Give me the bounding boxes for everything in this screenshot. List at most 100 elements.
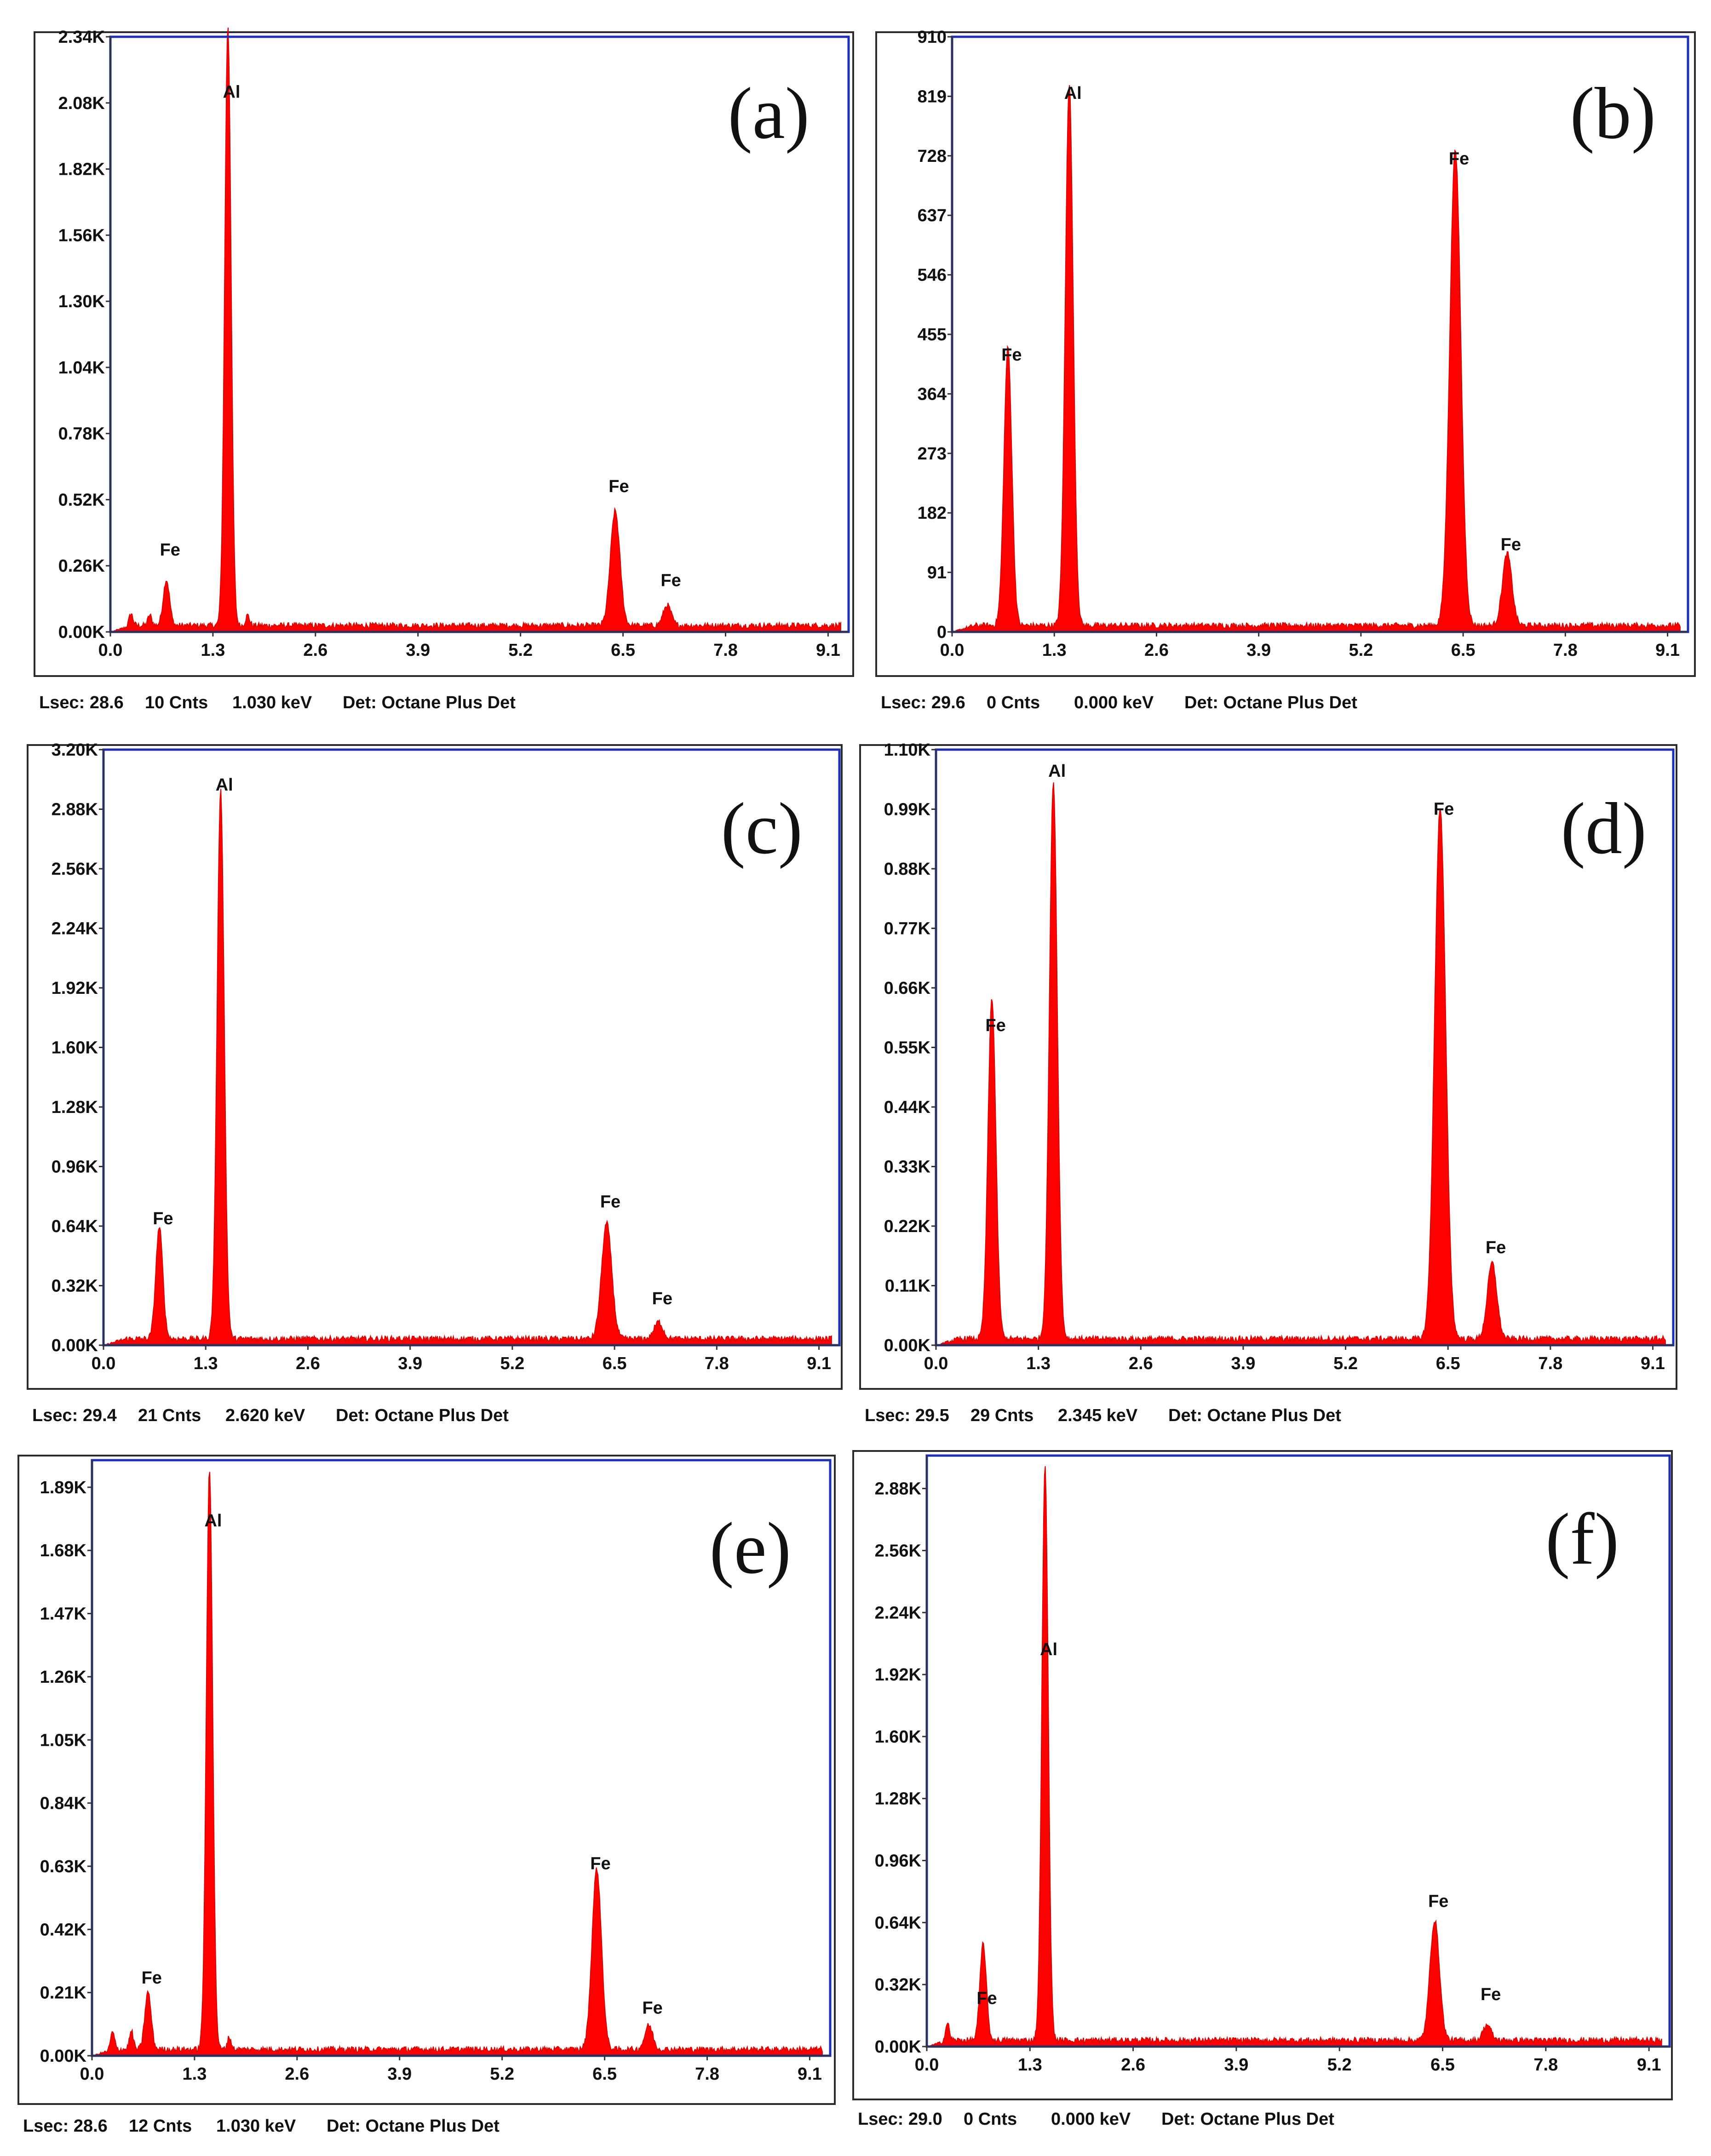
y-tick-label: 0.11K [885,1277,931,1296]
x-tick-label: 5.2 [1349,641,1373,660]
y-tick-label: 364 [918,384,947,404]
y-tick-label: 0.66K [884,979,931,998]
y-tick-label: 0.00K [884,1336,931,1355]
panel-label: (f) [1545,1498,1619,1580]
y-tick-label: 0.96K [875,1852,922,1871]
x-tick-label: 5.2 [490,2064,514,2084]
y-tick-label: 0.32K [875,1975,922,1995]
y-tick-label: 0.78K [58,424,105,444]
x-tick-label: 3.9 [387,2064,412,2084]
spectrum-area [95,1472,823,2056]
footer-kev: 0.000 keV [1074,693,1154,712]
x-tick-label: 1.3 [201,641,225,660]
y-tick-label: 1.05K [40,1731,87,1750]
peak-label-al: Al [1040,1640,1057,1659]
y-tick-label: 0.99K [884,800,931,820]
peak-label-fe: Fe [609,477,629,496]
x-tick-label: 0.0 [940,641,965,660]
eds-panel-e: 0.00K 0.21K 0.42K 0.63K 0.84K 1.05K 1.26K 1.47K… [17,1455,836,2136]
y-tick-label: 1.10K [884,740,931,760]
eds-panel-d: 0.00K 0.11K 0.22K 0.33K 0.44K 0.55K 0.66K 0.77K… [859,740,1677,1425]
y-tick-label: 0.42K [40,1920,87,1939]
y-tick-label: 1.92K [875,1665,922,1685]
y-tick-label: 0.32K [52,1277,98,1296]
x-tick-label: 6.5 [1430,2055,1455,2075]
footer-counts: 10 Cnts [145,693,208,712]
peak-label-al: Al [1064,84,1082,103]
panel-label: (a) [728,72,810,154]
eds-panel-b: 0 91 182 273 364 455 546 637 728 819 910 0.0 1.3 2.6 3… [875,28,1696,712]
peak-label-fe: Fe [660,571,681,590]
y-tick-label: 182 [918,504,947,523]
y-tick-label: 1.26K [40,1668,87,1687]
x-tick-label: 7.8 [705,1354,729,1373]
peak-label-fe: Fe [1486,1238,1506,1257]
x-tick-label: 9.1 [1641,1354,1665,1373]
x-tick-label: 0.0 [915,2055,939,2075]
y-tick-label: 819 [918,87,947,106]
x-tick-label: 6.5 [1451,641,1476,660]
y-tick-label: 2.88K [52,800,98,820]
footer-counts: 12 Cnts [129,2116,192,2136]
x-tick-label: 2.6 [296,1354,320,1373]
peak-label-fe: Fe [153,1209,173,1228]
x-tick-label: 1.3 [183,2064,207,2084]
x-tick-label: 3.9 [398,1354,422,1373]
panel-label: (e) [709,1507,791,1589]
peak-label-fe: Fe [642,1998,662,2018]
y-tick-label: 1.92K [52,979,98,998]
peak-label-al: Al [1048,762,1066,781]
y-tick-label: 0.44K [884,1098,931,1117]
peak-label-fe: Fe [652,1289,672,1308]
peak-label-fe: Fe [160,540,180,560]
y-tick-label: 728 [918,147,947,166]
y-tick-label: 910 [918,28,947,47]
y-tick-label: 0.96K [52,1158,98,1177]
footer-detector: Det: Octane Plus Det [327,2116,500,2136]
footer-lsec: Lsec: 29.5 [865,1406,949,1425]
y-tick-label: 0.55K [884,1038,931,1058]
x-tick-label: 3.9 [406,641,430,660]
footer-detector: Det: Octane Plus Det [336,1406,509,1425]
x-tick-label: 0.0 [924,1354,948,1373]
y-tick-label: 273 [918,444,947,464]
x-tick-label: 5.2 [500,1354,524,1373]
panel-label: (d) [1561,787,1647,869]
footer-lsec: Lsec: 29.4 [32,1406,117,1425]
spectrum-area [955,85,1681,632]
y-tick-label: 2.08K [58,94,105,113]
y-tick-label: 0.26K [58,556,105,576]
y-tick-label: 0.22K [884,1217,931,1236]
y-tick-label: 1.56K [58,226,105,245]
footer-lsec: Lsec: 28.6 [39,693,124,712]
x-tick-label: 7.8 [1533,2055,1558,2075]
y-tick-label: 0.88K [884,860,931,879]
x-tick-label: 1.3 [1026,1354,1051,1373]
x-tick-label: 9.1 [807,1354,831,1373]
y-tick-label: 0.64K [875,1913,922,1932]
footer-counts: 0 Cnts [987,693,1040,712]
y-tick-label: 0.00K [52,1336,98,1355]
peak-label-fe: Fe [142,1968,162,1988]
x-tick-label: 0.0 [98,641,123,660]
x-tick-label: 1.3 [194,1354,218,1373]
footer-kev: 2.345 keV [1058,1406,1138,1425]
peak-label-fe: Fe [1434,799,1454,819]
footer-lsec: Lsec: 29.0 [858,2110,942,2129]
peak-label-fe: Fe [1428,1892,1448,1911]
footer-kev: 2.620 keV [225,1406,305,1425]
footer-detector: Det: Octane Plus Det [1168,1406,1341,1425]
y-tick-label: 1.04K [58,358,105,378]
y-tick-label: 1.30K [58,292,105,311]
x-tick-label: 9.1 [816,641,840,660]
y-tick-label: 0.63K [40,1857,87,1876]
panel-label: (b) [1570,72,1656,154]
y-tick-label: 2.56K [52,860,98,879]
y-tick-label: 1.47K [40,1605,87,1624]
y-tick-label: 1.28K [875,1789,922,1809]
y-tick-label: 455 [918,325,947,344]
x-tick-label: 5.2 [1327,2055,1352,2075]
peak-label-fe: Fe [1001,345,1022,365]
footer-kev: 1.030 keV [232,693,312,712]
y-tick-label: 2.24K [875,1603,922,1623]
